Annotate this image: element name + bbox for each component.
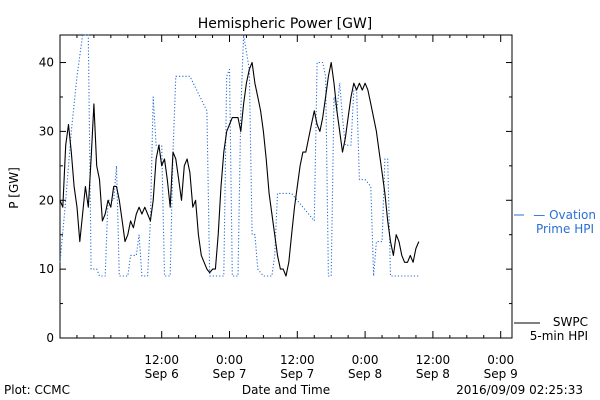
x-tick-label-date: Sep 9 <box>484 367 518 381</box>
legend-ovation-label-2: Prime HPI <box>536 222 594 236</box>
footer-credit: Plot: CCMC <box>4 383 70 397</box>
x-tick-label-time: 12:00 <box>416 353 451 367</box>
x-tick-label-time: 0:00 <box>216 353 243 367</box>
x-axis-label: Date and Time <box>242 383 330 397</box>
x-tick-label-date: Sep 6 <box>145 367 179 381</box>
y-axis-label: P [GW] <box>7 167 21 209</box>
legend-ovation-label: — Ovation <box>533 208 596 222</box>
x-tick-label-date: Sep 8 <box>416 367 450 381</box>
x-tick-label-date: Sep 7 <box>280 367 314 381</box>
chart-title: Hemispheric Power [GW] <box>198 16 373 32</box>
y-tick-label-30: 30 <box>39 124 54 138</box>
legend-swpc-label: SWPC <box>553 315 588 329</box>
x-tick-label-time: 0:00 <box>487 353 514 367</box>
x-tick-label-time: 12:00 <box>280 353 315 367</box>
legend-swpc-label-2: 5-min HPI <box>530 329 588 343</box>
series-layer <box>59 34 420 277</box>
x-tick-label-time: 12:00 <box>144 353 179 367</box>
plot-frame <box>59 34 513 339</box>
y-tick-label-40: 40 <box>39 56 54 70</box>
x-tick-label-date: Sep 7 <box>212 367 246 381</box>
y-tick-label-20: 20 <box>39 193 54 207</box>
footer-timestamp: 2016/09/09 02:25:33 <box>456 383 583 397</box>
x-tick-label-time: 0:00 <box>352 353 379 367</box>
x-tick-label-date: Sep 8 <box>348 367 382 381</box>
series-line-swpc-5-min-hpi <box>59 61 420 277</box>
series-line-ovation-prime-hpi <box>59 34 419 277</box>
y-tick-label-10: 10 <box>39 262 54 276</box>
y-tick-label-0: 0 <box>46 331 54 345</box>
